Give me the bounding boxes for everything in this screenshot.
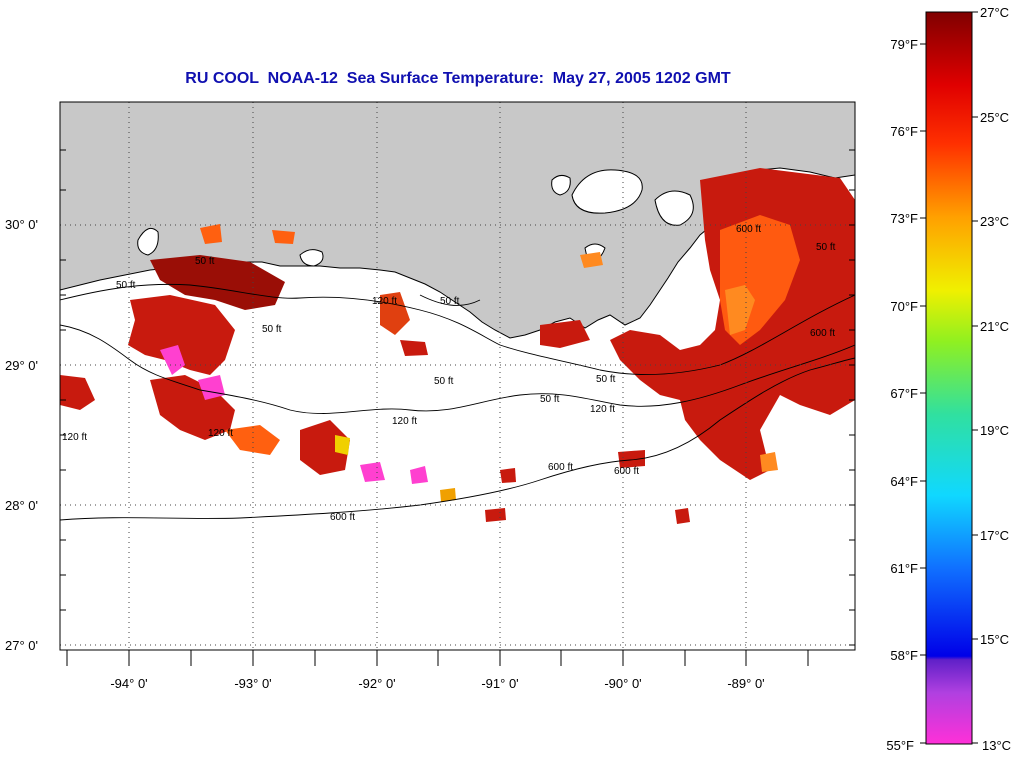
- sst-patch: [160, 345, 185, 375]
- colorbar-fahrenheit-label: 67°F: [890, 386, 918, 401]
- colorbar-fahrenheit-label: 61°F: [890, 561, 918, 576]
- contour-label: 50 ft: [434, 376, 454, 387]
- latitude-label: 29° 0': [5, 358, 38, 373]
- colorbar-fahrenheit-label: 55°F: [886, 738, 914, 753]
- sst-patch: [200, 224, 222, 244]
- sst-patch: [335, 435, 350, 455]
- sst-patch: [485, 508, 506, 522]
- sst-patch: [400, 340, 428, 356]
- contour-labels: 50 ft 50 ft 120 ft 50 ft 50 ft 120 ft 50…: [62, 224, 836, 523]
- colorbar: [925, 11, 973, 745]
- sst-patch: [360, 462, 385, 482]
- contour-600ft: [60, 357, 855, 521]
- colorbar-celsius-label: 15°C: [980, 632, 1009, 647]
- latitude-label: 27° 0': [5, 638, 38, 653]
- colorbar-celsius-label: 13°C: [982, 738, 1011, 753]
- contour-label: 120 ft: [372, 296, 397, 307]
- sst-patch: [500, 468, 516, 483]
- colorbar-fahrenheit-label: 58°F: [890, 648, 918, 663]
- colorbar-fahrenheit-label: 76°F: [890, 124, 918, 139]
- contour-label: 50 ft: [596, 374, 616, 385]
- longitude-label: -94° 0': [110, 676, 147, 691]
- sst-patch: [618, 450, 645, 468]
- longitude-label: -91° 0': [481, 676, 518, 691]
- colorbar-celsius-label: 21°C: [980, 319, 1009, 334]
- contour-label: 50 ft: [116, 280, 136, 291]
- longitude-label: -92° 0': [358, 676, 395, 691]
- longitude-label: -93° 0': [234, 676, 271, 691]
- contour-50ft: [60, 283, 855, 376]
- map-title: RU COOL NOAA-12 Sea Surface Temperature:…: [185, 70, 731, 87]
- contour-50ft-inner: [419, 294, 481, 306]
- colorbar-ticks: [920, 11, 978, 744]
- contour-label: 600 ft: [736, 224, 761, 235]
- sst-patch: [128, 295, 235, 375]
- map-frame: [59, 101, 856, 651]
- colorbar-celsius-label: 25°C: [980, 110, 1009, 125]
- sst-patch: [580, 252, 603, 268]
- colorbar-celsius-label: 19°C: [980, 423, 1009, 438]
- sst-patch: [410, 466, 428, 484]
- bay-outline: [551, 174, 571, 196]
- colorbar-fahrenheit-label: 79°F: [890, 37, 918, 52]
- sst-patch: [540, 320, 590, 348]
- contour-label: 50 ft: [816, 242, 836, 253]
- contour-label: 120 ft: [208, 428, 233, 439]
- sst-patch: [675, 508, 690, 524]
- contour-label: 120 ft: [62, 432, 87, 443]
- colorbar-celsius-label: 17°C: [980, 528, 1009, 543]
- colorbar-fahrenheit-label: 70°F: [890, 299, 918, 314]
- sst-patch: [300, 420, 350, 475]
- sst-patch: [60, 375, 95, 410]
- contour-label: 50 ft: [195, 256, 215, 267]
- sst-patch: [440, 488, 456, 502]
- sst-data-layer: [60, 168, 855, 524]
- contour-label: 50 ft: [262, 324, 282, 335]
- lake-outline: [137, 227, 159, 256]
- bay-outline: [654, 190, 694, 226]
- colorbar-fahrenheit-label: 64°F: [890, 474, 918, 489]
- lake-outline: [299, 249, 324, 267]
- sst-patch: [725, 285, 755, 335]
- contour-label: 600 ft: [810, 328, 835, 339]
- colorbar-celsius-label: 23°C: [980, 214, 1009, 229]
- longitude-label: -89° 0': [727, 676, 764, 691]
- axis-ticks: [60, 149, 855, 666]
- sst-patch: [150, 255, 285, 310]
- sst-patch: [760, 452, 778, 472]
- latitude-label: 30° 0': [5, 217, 38, 232]
- contour-label: 120 ft: [392, 416, 417, 427]
- longitude-label: -90° 0': [604, 676, 641, 691]
- sst-patch: [225, 425, 280, 455]
- colorbar-fahrenheit-label: 73°F: [890, 211, 918, 226]
- sst-patch: [272, 230, 295, 244]
- contour-label: 50 ft: [540, 394, 560, 405]
- bay-outline: [571, 169, 643, 214]
- contour-label: 600 ft: [614, 466, 639, 477]
- contour-label: 50 ft: [440, 296, 460, 307]
- colorbar-celsius-label: 27°C: [980, 5, 1009, 20]
- contour-label: 600 ft: [330, 512, 355, 523]
- contour-120ft: [60, 324, 855, 414]
- sst-patch: [198, 375, 225, 400]
- contour-label: 120 ft: [590, 404, 615, 415]
- bathymetry-contours: [60, 283, 855, 521]
- latitude-label: 28° 0': [5, 498, 38, 513]
- contour-label: 600 ft: [548, 462, 573, 473]
